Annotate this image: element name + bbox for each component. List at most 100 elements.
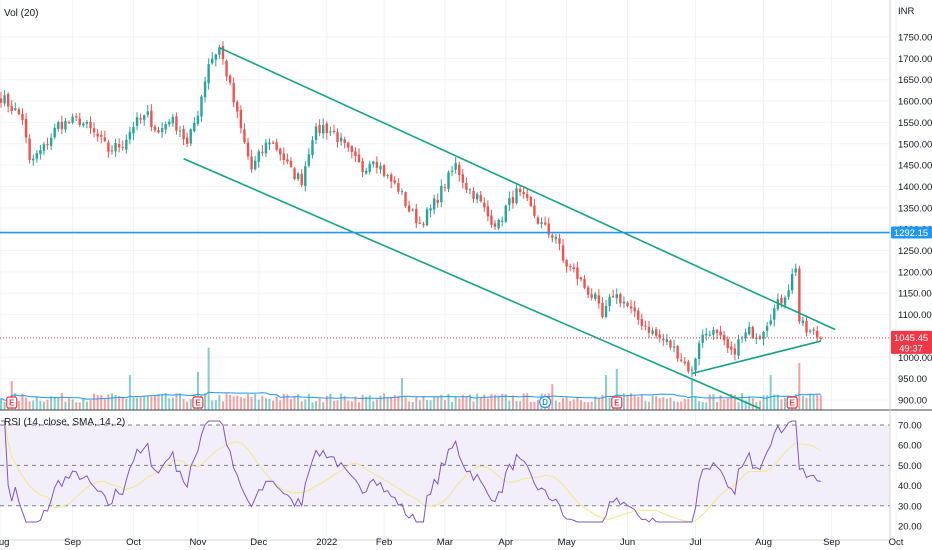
candle[interactable]: [790, 268, 794, 295]
candle[interactable]: [246, 137, 250, 160]
candle[interactable]: [533, 198, 536, 218]
candle[interactable]: [497, 218, 500, 230]
candle[interactable]: [296, 171, 300, 182]
candle[interactable]: [53, 123, 56, 140]
candle[interactable]: [35, 150, 38, 163]
candle[interactable]: [808, 329, 812, 334]
candle[interactable]: [486, 200, 490, 222]
candle[interactable]: [132, 121, 135, 141]
candle[interactable]: [647, 320, 651, 339]
candle[interactable]: [475, 192, 479, 204]
candle[interactable]: [672, 339, 676, 353]
candle[interactable]: [168, 119, 171, 127]
candle[interactable]: [21, 108, 24, 125]
candle[interactable]: [318, 119, 321, 137]
candle[interactable]: [282, 147, 286, 165]
candle[interactable]: [458, 161, 461, 182]
candle[interactable]: [730, 341, 733, 355]
candle[interactable]: [193, 117, 196, 133]
candle[interactable]: [483, 197, 486, 212]
candle[interactable]: [697, 340, 701, 366]
candle[interactable]: [594, 291, 597, 302]
candle[interactable]: [228, 74, 232, 86]
candle[interactable]: [185, 132, 189, 148]
candle[interactable]: [14, 102, 17, 112]
candle[interactable]: [24, 112, 28, 144]
candle[interactable]: [6, 92, 10, 113]
candle[interactable]: [633, 301, 636, 318]
candle[interactable]: [468, 188, 472, 195]
candle[interactable]: [368, 160, 371, 175]
candle[interactable]: [744, 328, 747, 342]
candle[interactable]: [253, 155, 257, 171]
candle[interactable]: [64, 117, 67, 133]
candle[interactable]: [339, 132, 343, 146]
candle[interactable]: [586, 285, 590, 298]
candle[interactable]: [608, 293, 611, 312]
candle[interactable]: [257, 149, 260, 168]
candle[interactable]: [644, 320, 647, 331]
candle[interactable]: [529, 195, 533, 208]
candle[interactable]: [332, 124, 336, 134]
candle[interactable]: [590, 288, 593, 301]
candle[interactable]: [82, 121, 85, 128]
candle[interactable]: [622, 296, 626, 309]
candle[interactable]: [225, 59, 228, 82]
candle[interactable]: [386, 173, 389, 179]
candle[interactable]: [300, 169, 303, 188]
candle[interactable]: [522, 187, 525, 199]
candle[interactable]: [100, 130, 103, 144]
earnings-marker[interactable]: E: [6, 396, 18, 409]
candle[interactable]: [372, 160, 375, 168]
candle[interactable]: [687, 359, 690, 374]
candle[interactable]: [407, 200, 411, 213]
candle[interactable]: [74, 112, 78, 121]
earnings-marker[interactable]: E: [192, 396, 204, 409]
candle[interactable]: [128, 126, 132, 145]
candle[interactable]: [443, 184, 447, 192]
candle[interactable]: [547, 217, 550, 239]
candle[interactable]: [637, 307, 640, 325]
candle[interactable]: [554, 234, 558, 244]
candle[interactable]: [264, 138, 268, 158]
candle[interactable]: [654, 327, 658, 339]
candle[interactable]: [67, 120, 71, 124]
candle[interactable]: [243, 123, 246, 144]
candle[interactable]: [218, 44, 221, 59]
candle[interactable]: [275, 138, 278, 152]
candle[interactable]: [758, 334, 762, 341]
candle[interactable]: [690, 366, 694, 378]
candle[interactable]: [543, 216, 547, 226]
candle[interactable]: [701, 329, 704, 348]
price-axis[interactable]: 1750.00 1700.00 1650.00 1600.00 1550.00 1500.…: [898, 33, 932, 407]
candle[interactable]: [769, 314, 772, 327]
candle[interactable]: [604, 299, 608, 319]
candle[interactable]: [361, 158, 364, 178]
candle[interactable]: [325, 121, 328, 140]
candle[interactable]: [107, 139, 110, 158]
candle[interactable]: [597, 289, 601, 309]
candle[interactable]: [493, 220, 497, 230]
candle[interactable]: [561, 239, 565, 263]
candle[interactable]: [32, 154, 35, 166]
candle[interactable]: [39, 145, 42, 160]
candle[interactable]: [787, 284, 790, 300]
triangle-support-line[interactable]: [691, 340, 822, 375]
candle[interactable]: [214, 53, 217, 67]
candle[interactable]: [658, 329, 661, 343]
candle[interactable]: [572, 263, 575, 273]
candle[interactable]: [307, 148, 311, 168]
candle[interactable]: [798, 265, 801, 325]
candle[interactable]: [680, 353, 683, 363]
candle[interactable]: [17, 107, 21, 116]
candle[interactable]: [640, 313, 644, 331]
candle[interactable]: [626, 301, 629, 308]
candle[interactable]: [261, 145, 264, 157]
candle[interactable]: [329, 126, 332, 136]
candle[interactable]: [665, 334, 669, 346]
candle[interactable]: [121, 140, 124, 151]
candle[interactable]: [89, 116, 92, 134]
rsi-axis[interactable]: 70.00 60.00 50.00 40.00 30.00 20.00: [898, 421, 922, 533]
candle[interactable]: [601, 296, 604, 319]
candle[interactable]: [719, 325, 722, 340]
